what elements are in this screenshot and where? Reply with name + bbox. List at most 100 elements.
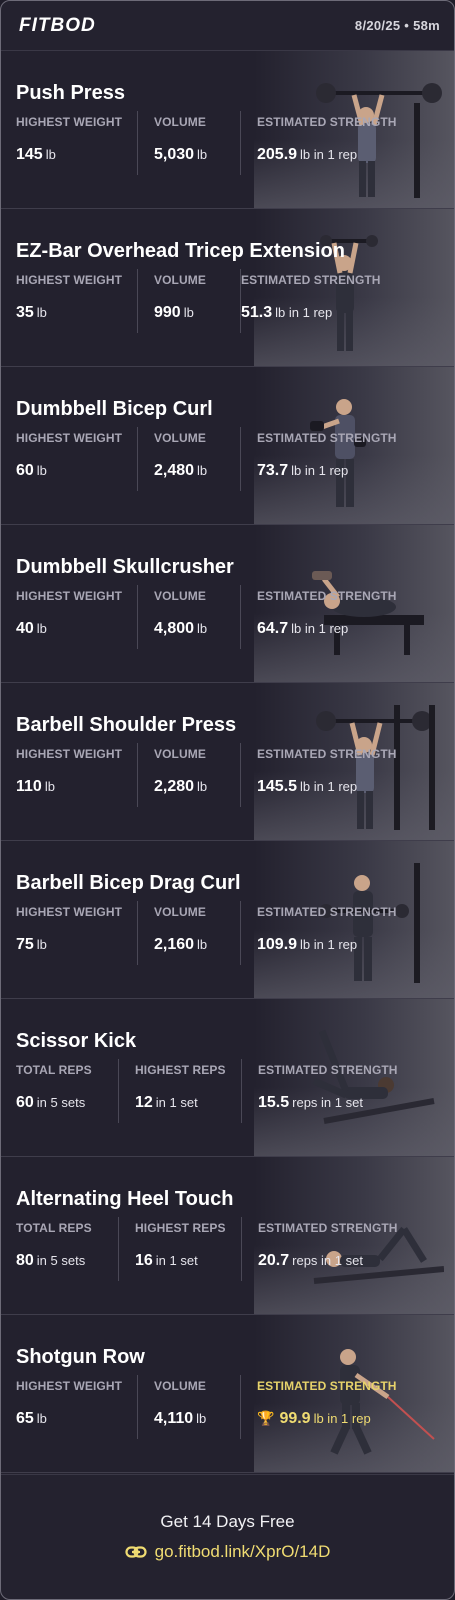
stat-unit: lb <box>197 147 208 162</box>
exercise-title: Scissor Kick <box>16 1030 137 1052</box>
exercise-card[interactable]: EZ-Bar Overhead Tricep Extension HIGHEST … <box>1 209 454 367</box>
exercise-image <box>254 999 454 1156</box>
stat-unit: reps in 1 set <box>292 1095 363 1110</box>
stat-unit: lb in 1 rep <box>300 937 358 952</box>
stat-number: 110 <box>16 778 42 795</box>
stat-value: 80 in 5 sets <box>16 1252 92 1270</box>
stat-unit: lb <box>196 1411 207 1426</box>
referral-link[interactable]: go.fitbod.link/XprO/14D <box>125 1542 331 1562</box>
exercise-figure-illustration <box>312 1029 435 1124</box>
stat-highest-reps: HIGHEST REPS 16 in 1 set <box>135 1221 226 1281</box>
stat-value: 16 in 1 set <box>135 1252 226 1270</box>
stat-unit: lb <box>36 621 47 636</box>
stat-label: ESTIMATED STRENGTH <box>257 747 397 761</box>
stat-label: HIGHEST WEIGHT <box>16 747 123 761</box>
fitbod-logo: FITBOD <box>19 14 96 36</box>
exercise-stats: TOTAL REPS 60 in 5 sets HIGHEST REPS 12 in 1 … <box>1 1059 454 1139</box>
stat-number: 2,280 <box>154 778 195 795</box>
stat-number: 145 <box>16 146 43 163</box>
stat-highest-weight: HIGHEST WEIGHT 65 lb <box>16 1379 122 1439</box>
stat-label: VOLUME <box>154 747 206 761</box>
exercise-stats: HIGHEST WEIGHT 65 lb VOLUME 4,110 lb ESTIMATED… <box>1 1375 454 1455</box>
stat-label: VOLUME <box>154 115 206 129</box>
exercise-image <box>254 209 454 366</box>
stat-divider <box>137 901 138 965</box>
stat-divider <box>137 585 138 649</box>
exercise-card[interactable]: Barbell Bicep Drag Curl HIGHEST WEIGHT 75 l… <box>1 841 454 999</box>
exercise-image <box>254 525 454 682</box>
stat-label: ESTIMATED STRENGTH <box>257 1379 397 1393</box>
stat-volume: VOLUME 2,160 lb <box>154 905 207 965</box>
stat-unit: lb in 1 rep <box>291 463 349 478</box>
stat-value: 35 lb <box>16 304 122 322</box>
exercise-card[interactable]: Alternating Heel Touch TOTAL REPS 80 in 5 s… <box>1 1157 454 1315</box>
workout-date-duration: 8/20/25 • 58m <box>354 18 440 33</box>
exercise-title: EZ-Bar Overhead Tricep Extension <box>16 240 345 262</box>
exercise-figure-illustration <box>319 863 420 983</box>
exercise-card[interactable]: Shotgun Row HIGHEST WEIGHT 65 lb VOLUME 4,110… <box>1 1315 454 1473</box>
exercise-title: Alternating Heel Touch <box>16 1188 234 1210</box>
exercise-title: Push Press <box>16 82 125 104</box>
stat-unit: in 5 sets <box>36 1253 86 1268</box>
stat-value: 20.7 reps in 1 set <box>258 1252 398 1270</box>
stat-label: HIGHEST WEIGHT <box>16 115 123 129</box>
stat-label: HIGHEST REPS <box>135 1063 226 1077</box>
stat-unit: lb in 1 rep <box>291 621 349 636</box>
exercise-stats: HIGHEST WEIGHT 40 lb VOLUME 4,800 lb ESTIMATED… <box>1 585 454 665</box>
exercise-stats: TOTAL REPS 80 in 5 sets HIGHEST REPS 16 in 1 … <box>1 1217 454 1297</box>
stat-label: ESTIMATED STRENGTH <box>258 1221 398 1235</box>
stat-estimated-strength: ESTIMATED STRENGTH 🏆 99.9 lb in 1 rep <box>257 1379 397 1439</box>
exercise-card[interactable]: Dumbbell Bicep Curl HIGHEST WEIGHT 60 lb VOL… <box>1 367 454 525</box>
stat-value: 40 lb <box>16 620 122 638</box>
exercise-image <box>254 51 454 208</box>
stat-highest-weight: HIGHEST WEIGHT 110 lb <box>16 747 122 807</box>
stat-highest-weight: HIGHEST WEIGHT 40 lb <box>16 589 122 649</box>
referral-link-text[interactable]: go.fitbod.link/XprO/14D <box>154 1542 331 1561</box>
exercise-title: Dumbbell Skullcrusher <box>16 556 234 578</box>
stat-value: 205.9 lb in 1 rep <box>257 146 397 164</box>
stat-value: 2,480 lb <box>154 462 207 480</box>
exercise-figure-illustration <box>313 1226 444 1284</box>
stat-number: 990 <box>154 304 181 321</box>
exercise-card[interactable]: Barbell Shoulder Press HIGHEST WEIGHT 110 l… <box>1 683 454 841</box>
stat-value: 4,110 lb <box>154 1410 206 1428</box>
stat-estimated-strength: ESTIMATED STRENGTH 205.9 lb in 1 rep <box>257 115 397 175</box>
exercise-title: Barbell Bicep Drag Curl <box>16 872 241 894</box>
exercise-stats: HIGHEST WEIGHT 145 lb VOLUME 5,030 lb ESTIMATE… <box>1 111 454 191</box>
stat-divider <box>240 743 241 807</box>
stat-value: 65 lb <box>16 1410 122 1428</box>
stat-value: 🏆 99.9 lb in 1 rep <box>257 1410 397 1428</box>
exercise-figure-illustration <box>312 571 424 655</box>
stat-number: 5,030 <box>154 146 195 163</box>
stat-divider <box>137 269 138 333</box>
stat-divider <box>240 427 241 491</box>
free-trial-cta: Get 14 Days Free <box>160 1512 295 1531</box>
stat-label: ESTIMATED STRENGTH <box>257 431 397 445</box>
stat-value: 60 in 5 sets <box>16 1094 92 1112</box>
exercise-title: Barbell Shoulder Press <box>16 714 237 736</box>
stat-label: ESTIMATED STRENGTH <box>257 115 397 129</box>
stat-divider <box>137 743 138 807</box>
stat-label: VOLUME <box>154 431 206 445</box>
exercise-stats: HIGHEST WEIGHT 75 lb VOLUME 2,160 lb ESTIMATED… <box>1 901 454 981</box>
stat-number: 40 <box>16 620 34 637</box>
stat-unit: lb <box>36 463 47 478</box>
exercise-card[interactable]: Scissor Kick TOTAL REPS 60 in 5 sets HIGHEST… <box>1 999 454 1157</box>
stat-label: VOLUME <box>154 273 206 287</box>
link-icon <box>125 1546 147 1558</box>
stat-unit: lb <box>45 147 56 162</box>
stat-estimated-strength: ESTIMATED STRENGTH 51.3 lb in 1 rep <box>241 273 381 333</box>
stat-estimated-strength: ESTIMATED STRENGTH 15.5 reps in 1 set <box>258 1063 398 1123</box>
stat-value: 145 lb <box>16 146 122 164</box>
stat-unit: lb <box>197 937 208 952</box>
stat-unit: lb <box>197 621 208 636</box>
stat-number: 99.9 <box>279 1410 311 1427</box>
exercise-card[interactable]: Push Press HIGHEST WEIGHT 145 lb VOLUME 5,030… <box>1 51 454 209</box>
stat-estimated-strength: ESTIMATED STRENGTH 73.7 lb in 1 rep <box>257 431 397 491</box>
stat-volume: VOLUME 4,110 lb <box>154 1379 206 1439</box>
stat-divider <box>137 427 138 491</box>
stat-label: ESTIMATED STRENGTH <box>257 589 397 603</box>
exercise-card[interactable]: Dumbbell Skullcrusher HIGHEST WEIGHT 40 lb V… <box>1 525 454 683</box>
stat-label: VOLUME <box>154 905 206 919</box>
